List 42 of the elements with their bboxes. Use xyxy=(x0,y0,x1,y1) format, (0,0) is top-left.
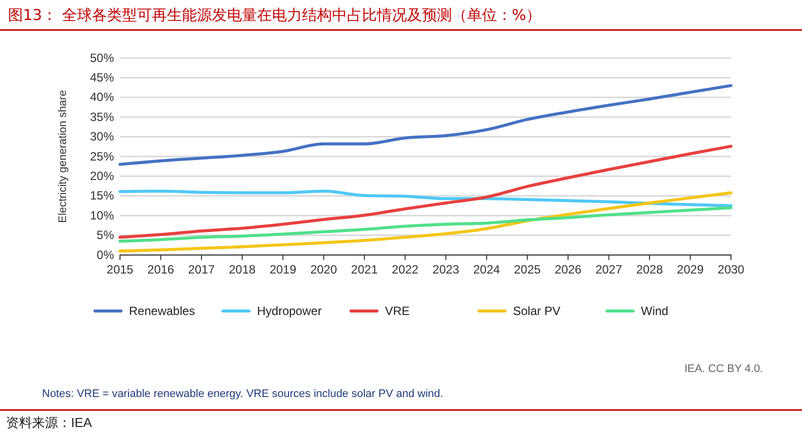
x-tick-label: 2021 xyxy=(351,262,378,277)
legend-label: Wind xyxy=(641,304,668,318)
x-tick-label: 2027 xyxy=(595,262,622,277)
x-tick-label: 2019 xyxy=(270,262,297,277)
text: 资料来源：IEA xyxy=(6,415,92,430)
y-tick-label: 30% xyxy=(90,130,114,144)
x-tick-label: 2018 xyxy=(228,262,256,277)
line-series xyxy=(118,191,732,253)
x-tick-label: 2026 xyxy=(554,262,582,277)
y-tick-label: 10% xyxy=(90,208,114,222)
x-tick-label: 2023 xyxy=(432,262,460,277)
x-tick-label: 2029 xyxy=(676,262,704,277)
chart-title: 图13： 全球各类型可再生能源发电量在电力结构中占比情况及预测（单位：%） xyxy=(8,6,542,24)
y-tick-label: 15% xyxy=(90,188,114,203)
x-tick-label: 2020 xyxy=(310,262,338,277)
x-tick-label: 2025 xyxy=(514,262,542,277)
legend-label: Solar PV xyxy=(513,304,560,318)
legend-label: Hydropower xyxy=(257,304,322,318)
x-tick-label: 2016 xyxy=(147,262,174,277)
x-tick-label: 2028 xyxy=(636,262,664,277)
line-series xyxy=(118,144,732,239)
y-tick-label: 35% xyxy=(90,110,114,124)
line-series xyxy=(118,84,732,166)
y-tick-label: 25% xyxy=(90,149,114,164)
x-tick-label: 2022 xyxy=(392,262,419,277)
y-tick-label: 5% xyxy=(96,228,114,242)
y-axis-title: Electricity generation share xyxy=(57,90,69,223)
y-tick-label: 40% xyxy=(90,90,114,104)
y-tick-label: 50% xyxy=(90,50,114,65)
y-tick-label: 45% xyxy=(90,70,114,85)
x-tick-label: 2024 xyxy=(473,262,500,277)
text: IEA. CC BY 4.0. xyxy=(684,363,763,375)
x-tick-label: 2017 xyxy=(188,262,216,277)
legend-label: VRE xyxy=(385,304,410,318)
line-series xyxy=(118,206,732,243)
legend-label: Renewables xyxy=(129,304,196,318)
line-series xyxy=(118,190,732,208)
x-tick-label: 2015 xyxy=(106,262,134,277)
text: Notes: VRE = variable renewable energy. VRE sources include solar PV and wind. xyxy=(42,388,444,400)
y-tick-label: 0% xyxy=(96,248,114,262)
y-tick-label: 20% xyxy=(90,169,114,184)
x-tick-label: 2030 xyxy=(718,262,745,277)
